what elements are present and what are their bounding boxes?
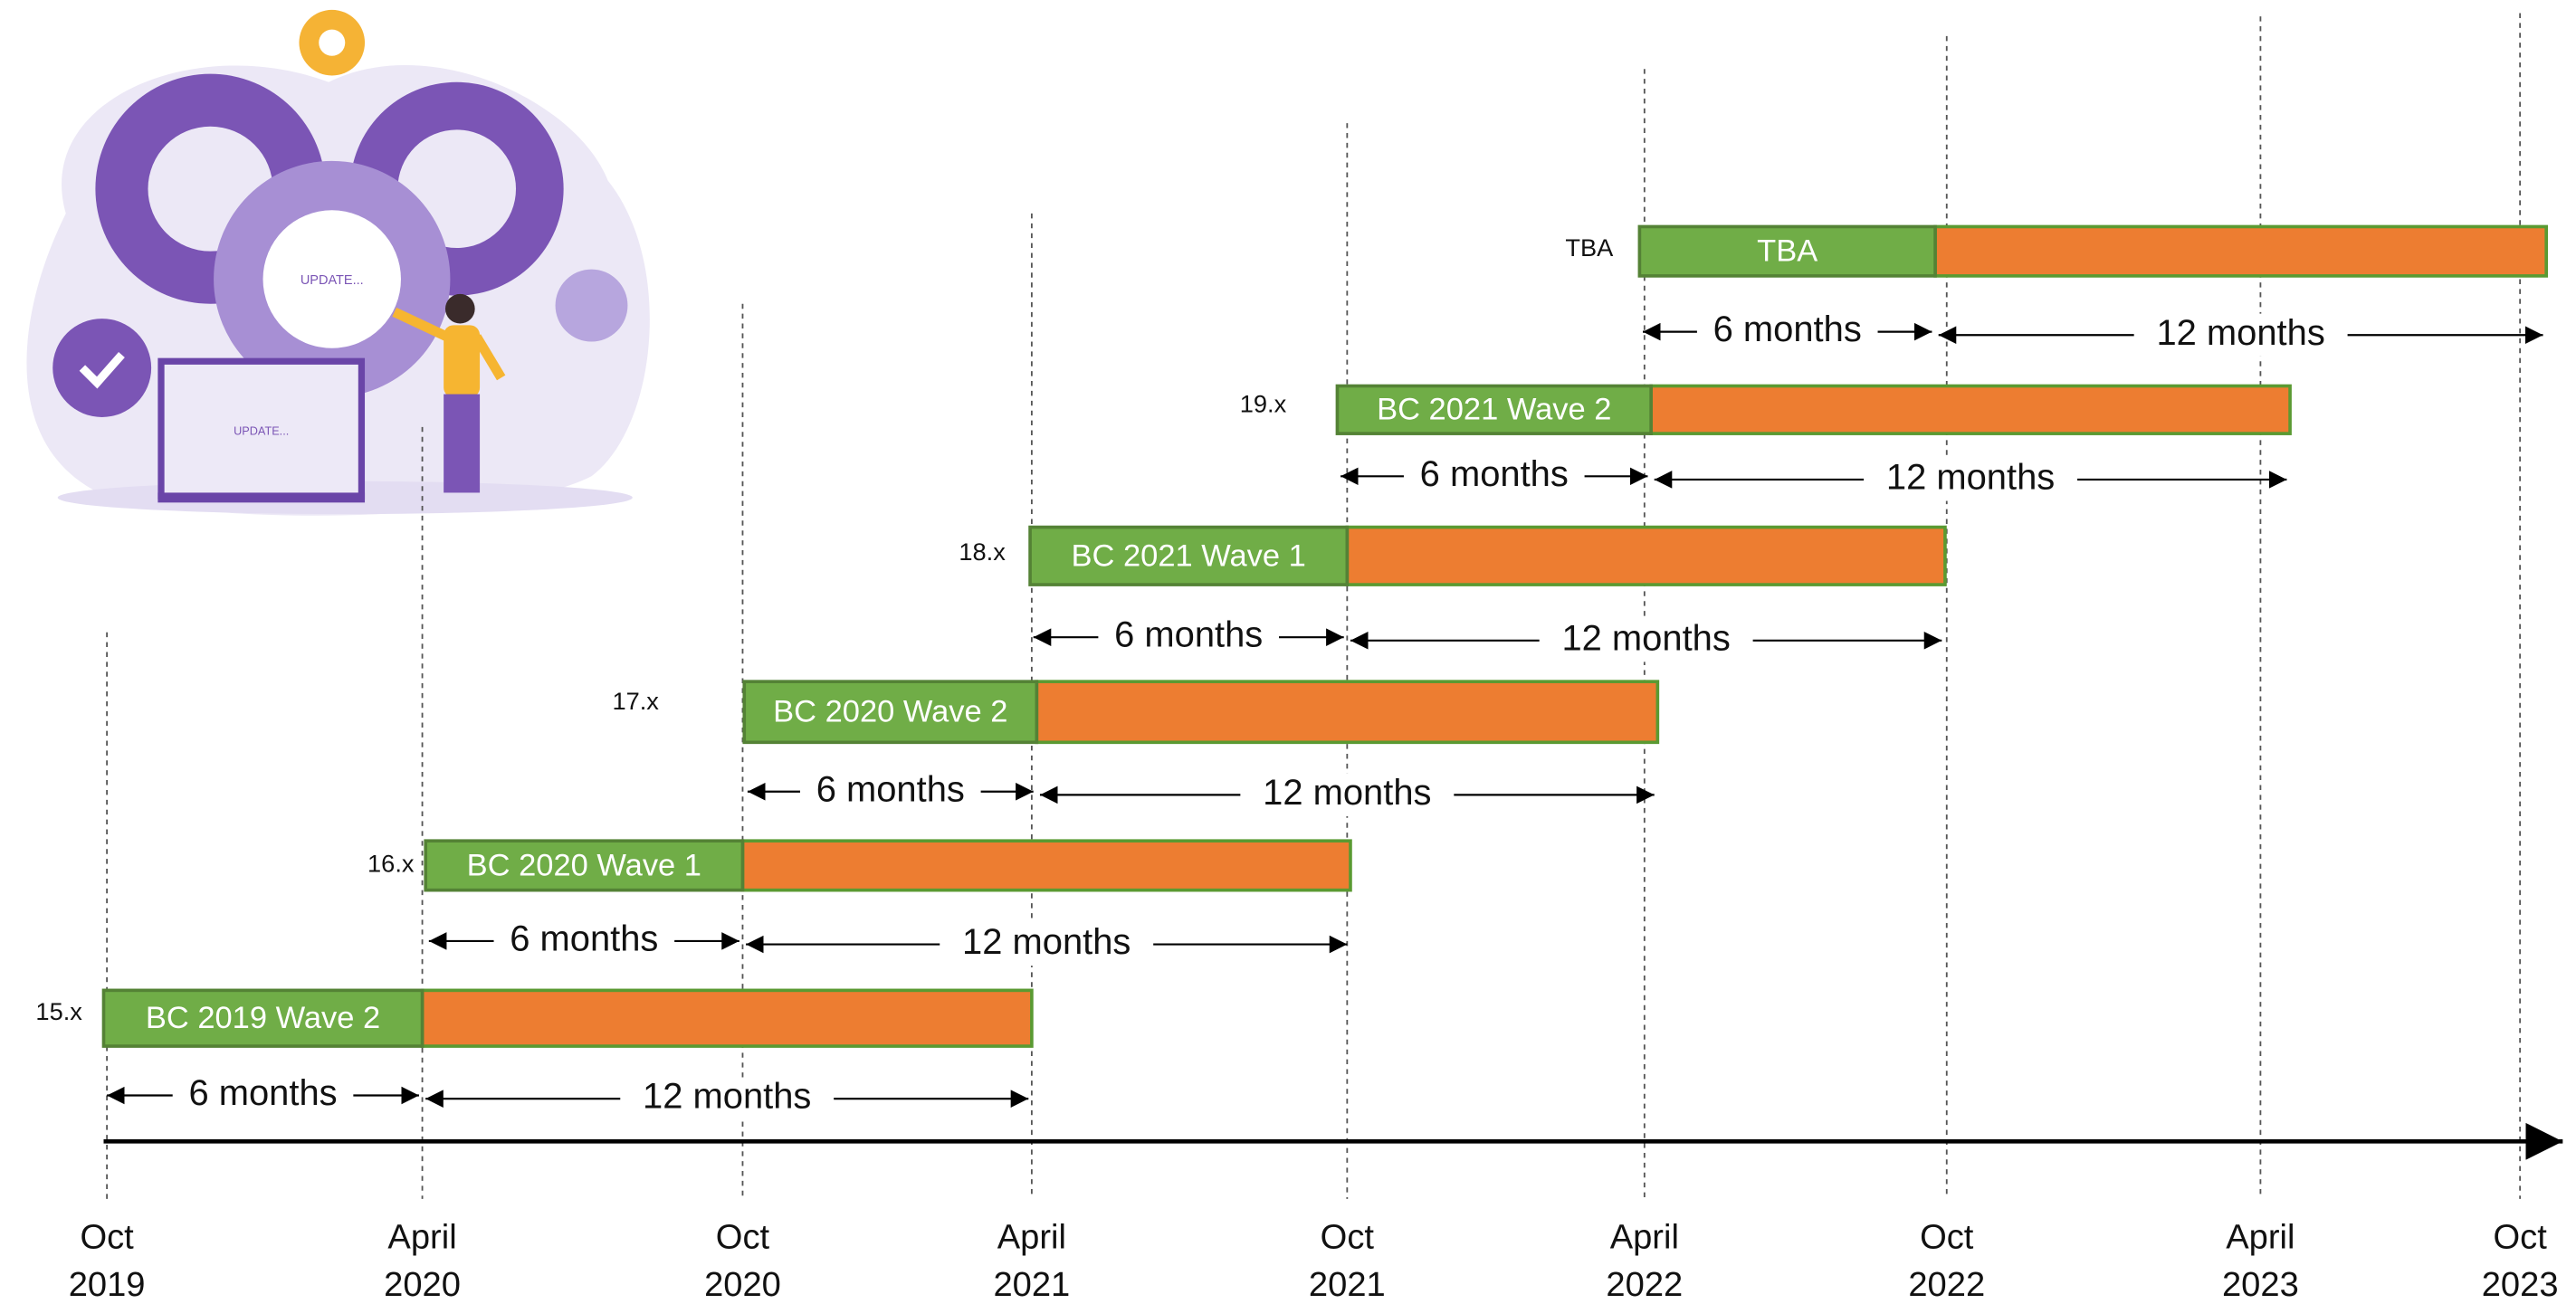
date-month: Oct <box>1920 1218 1974 1256</box>
extended-bar <box>740 839 1352 892</box>
dates: Oct 2019 April 2020 Oct 2020 April 2021 Oct 2021 A… <box>69 1218 2559 1304</box>
mainstream-gap <box>1098 615 1280 659</box>
extended-gap <box>620 1077 835 1120</box>
date-month: Oct <box>2493 1218 2547 1256</box>
extended-label: 12 months <box>1886 457 2055 497</box>
extended-gap <box>1240 773 1455 816</box>
extended-label: 12 months <box>2156 313 2324 353</box>
date-year: 2020 <box>704 1266 781 1304</box>
version-label: 15.x <box>35 997 82 1025</box>
mainstream-bar <box>742 680 1039 745</box>
date-year: 2022 <box>1908 1266 1985 1304</box>
date-year: 2023 <box>2482 1266 2559 1304</box>
version-label: TBA <box>1565 233 1614 262</box>
extended-gap <box>940 922 1154 966</box>
mainstream-gap <box>1696 310 1878 354</box>
mainstream-bar <box>101 988 425 1048</box>
extended-label: 12 months <box>962 922 1131 962</box>
extended-gap <box>2133 313 2348 357</box>
release-name: BC 2021 Wave 2 <box>1377 393 1611 427</box>
extended-label: 12 months <box>1263 773 1431 813</box>
illustration: UPDATE... UPDATE... <box>26 9 650 516</box>
extended-gap <box>1539 619 1753 662</box>
release-name: BC 2020 Wave 2 <box>773 695 1007 729</box>
date-month: April <box>2226 1218 2295 1256</box>
mainstream-gap <box>172 1073 354 1118</box>
version-label: 19.x <box>1240 389 1287 417</box>
release-name: BC 2021 Wave 1 <box>1072 538 1306 573</box>
mainstream-bar <box>1637 224 1937 278</box>
release-name: TBA <box>1757 234 1818 269</box>
date-year: 2021 <box>1309 1266 1386 1304</box>
mainstream-label: 6 months <box>1420 454 1569 494</box>
mainstream-label: 6 months <box>1713 309 1862 349</box>
mainstream-gap <box>493 919 675 963</box>
mainstream-bar <box>1335 384 1653 435</box>
date-month: April <box>387 1218 456 1256</box>
date-year: 2020 <box>384 1266 461 1304</box>
date-month: Oct <box>716 1218 770 1256</box>
extended-gap <box>1864 458 2078 501</box>
date-month: Oct <box>80 1218 134 1256</box>
extended-label: 12 months <box>643 1077 811 1117</box>
release-name: BC 2020 Wave 1 <box>467 848 701 882</box>
version-label: 16.x <box>367 850 415 878</box>
version-label: 17.x <box>612 687 659 715</box>
mainstream-bar <box>424 839 745 892</box>
extended-bar <box>1933 224 2548 278</box>
screen-text: UPDATE... <box>301 273 364 288</box>
extended-bar <box>1649 384 2292 435</box>
extended-label: 12 months <box>1561 618 1730 658</box>
laptop-text: UPDATE... <box>234 425 289 438</box>
mainstream-label: 6 months <box>188 1073 337 1113</box>
date-month: April <box>997 1218 1066 1256</box>
extended-bar <box>420 988 1034 1048</box>
mainstream-label: 6 months <box>510 919 658 958</box>
date-year: 2022 <box>1606 1266 1683 1304</box>
mainstream-gap <box>1403 454 1585 498</box>
version-label: 18.x <box>959 538 1006 566</box>
date-year: 2021 <box>993 1266 1070 1304</box>
date-month: Oct <box>1321 1218 1375 1256</box>
mainstream-label: 6 months <box>1114 615 1263 655</box>
mainstream-label: 6 months <box>816 769 965 809</box>
date-year: 2023 <box>2222 1266 2299 1304</box>
date-month: April <box>1610 1218 1679 1256</box>
mainstream-bar <box>1028 525 1350 586</box>
date-year: 2019 <box>69 1266 146 1304</box>
extended-bar <box>1345 525 1947 586</box>
releases: BC 2019 Wave 2 15.x 6 months 12 months BC 20… <box>35 224 2548 1120</box>
extended-bar <box>1035 680 1660 745</box>
release-name: BC 2019 Wave 2 <box>146 1001 380 1035</box>
mainstream-gap <box>799 770 981 814</box>
